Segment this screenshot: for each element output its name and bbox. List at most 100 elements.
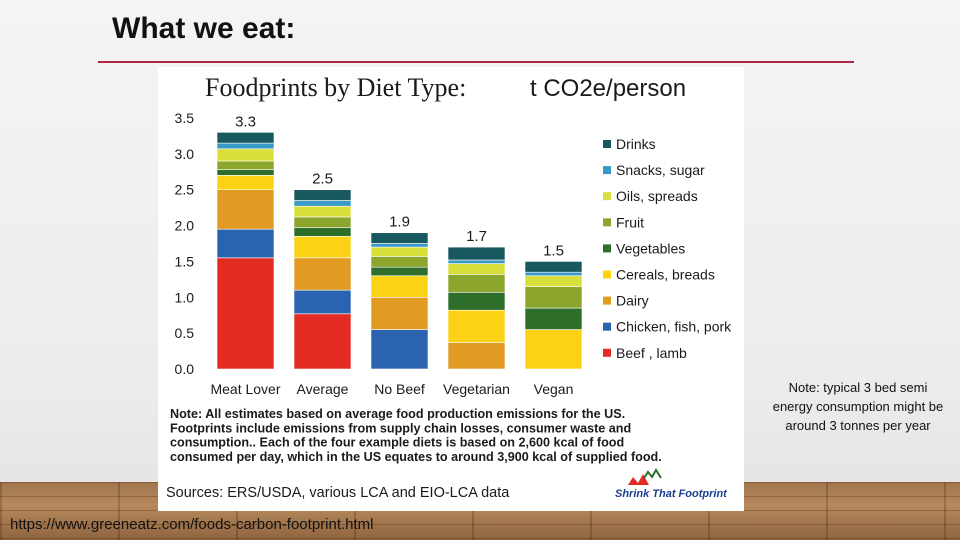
bar-segment-oils-spreads (293, 205, 352, 218)
legend-item-snacks-sugar: Snacks, sugar (603, 162, 705, 178)
bar-segment-snacks-sugar (293, 200, 352, 207)
bar-no-beef (370, 232, 429, 370)
legend-swatch (603, 244, 611, 253)
bar-segment-snacks-sugar (524, 271, 583, 277)
figure-note: Note: All estimates based on average foo… (170, 407, 662, 464)
note-line: Note: All estimates based on average foo… (170, 407, 625, 421)
y-tick-label: 3.5 (175, 110, 195, 126)
legend-label: Fruit (616, 214, 644, 230)
y-tick-label: 2.0 (175, 218, 195, 234)
slide-title: What we eat: (112, 12, 296, 45)
bar-segment-drinks (216, 132, 275, 144)
bar-segment-vegetables (447, 291, 506, 311)
bar-average (293, 189, 352, 370)
legend-swatch (603, 348, 611, 357)
legend-item-beef-lamb: Beef , lamb (603, 345, 687, 361)
legend-label: Oils, spreads (616, 188, 698, 204)
bar-segment-snacks-sugar (370, 243, 429, 248)
legend-swatch (603, 140, 611, 148)
y-tick-label: 2.5 (175, 182, 195, 198)
y-tick-label: 1.5 (175, 253, 195, 269)
legend-item-dairy: Dairy (603, 293, 649, 309)
legend-item-fruit: Fruit (603, 214, 644, 230)
bar-segment-snacks-sugar (216, 142, 275, 150)
bar-vegetarian (447, 246, 506, 370)
legend-item-drinks: Drinks (603, 136, 656, 152)
bar-segment-oils-spreads (447, 263, 506, 275)
bar-segment-cereals-breads (370, 275, 429, 298)
bar-total-label: 3.3 (235, 113, 256, 130)
chart-title-unit: t CO2e/person (530, 75, 686, 102)
bar-segment-vegetables (524, 307, 583, 330)
bar-segment-fruit (524, 286, 583, 309)
bar-segment-beef-lamb (216, 257, 275, 370)
legend-swatch (603, 192, 611, 201)
note-line: Footprints include emissions from supply… (170, 421, 631, 435)
legend-item-vegetables: Vegetables (603, 240, 685, 256)
bar-total-labels: 3.3 2.5 1.9 1.7 1.5 (235, 113, 564, 259)
chart-figure: Foodprints by Diet Type: t CO2e/person 0… (158, 67, 744, 511)
shrink-that-footprint-logo: Shrink That Footprint (615, 468, 728, 500)
y-tick-label: 3.0 (175, 146, 195, 162)
y-axis: 0.0 0.5 1.0 1.5 2.0 2.5 3.0 3.5 (175, 110, 195, 377)
bar-segment-drinks (370, 232, 429, 244)
stacked-bars (216, 132, 583, 370)
legend-swatch (603, 322, 611, 331)
bar-segment-cereals-breads (293, 236, 352, 259)
bar-segment-dairy (447, 342, 506, 370)
bar-segment-oils-spreads (370, 246, 429, 257)
y-tick-label: 0.0 (175, 361, 195, 377)
chart-title: Foodprints by Diet Type: (205, 73, 466, 102)
bar-total-label: 1.9 (389, 214, 410, 231)
legend-label: Dairy (616, 293, 649, 309)
bar-segment-dairy (293, 257, 352, 291)
legend-label: Beef , lamb (616, 345, 687, 361)
side-note: Note: typical 3 bed semi energy consumpt… (772, 380, 944, 433)
bar-meat-lover (216, 132, 275, 370)
bar-segment-vegetables (370, 266, 429, 277)
bar-segment-beef-lamb (293, 313, 352, 370)
bar-segment-fruit (216, 160, 275, 170)
bar-segment-fruit (447, 274, 506, 293)
x-tick-label: Average (297, 381, 349, 397)
bar-segment-drinks (293, 189, 352, 201)
x-tick-label: No Beef (374, 381, 425, 397)
bar-segment-chicken-fish-pork (370, 329, 429, 370)
bar-segment-oils-spreads (216, 148, 275, 162)
bar-segment-drinks (447, 246, 506, 261)
bar-total-label: 1.5 (543, 242, 564, 259)
legend-item-chicken-fish-pork: Chicken, fish, pork (603, 319, 732, 335)
logo-text: Shrink That Footprint (615, 488, 728, 500)
y-tick-label: 0.5 (175, 325, 195, 341)
bar-segment-vegetables (293, 227, 352, 237)
bar-segment-cereals-breads (524, 329, 583, 370)
note-line: consumed per day, which in the US equate… (170, 450, 662, 464)
sources-text: Sources: ERS/USDA, various LCA and EIO-L… (166, 485, 510, 501)
legend-label: Cereals, breads (616, 267, 715, 283)
bar-segment-cereals-breads (447, 309, 506, 343)
x-tick-label: Vegan (534, 381, 574, 397)
x-tick-label: Meat Lover (210, 381, 280, 397)
bar-segment-dairy (370, 296, 429, 330)
title-divider (98, 61, 854, 63)
legend-label: Chicken, fish, pork (616, 319, 732, 335)
bar-segment-fruit (293, 216, 352, 229)
legend-label: Snacks, sugar (616, 162, 705, 178)
legend-item-oils-spreads: Oils, spreads (603, 188, 698, 204)
x-tick-label: Vegetarian (443, 381, 510, 397)
note-line: consumption.. Each of the four example d… (170, 436, 624, 450)
bar-segment-cereals-breads (216, 175, 275, 191)
bar-segment-drinks (524, 261, 583, 273)
legend-swatch (603, 166, 611, 175)
legend-label: Drinks (616, 136, 656, 152)
y-tick-label: 1.0 (175, 289, 195, 305)
legend-swatch (603, 270, 611, 279)
source-url-link[interactable]: https://www.greeneatz.com/foods-carbon-f… (10, 516, 374, 533)
legend-label: Vegetables (616, 240, 685, 256)
bar-total-label: 2.5 (312, 171, 333, 188)
legend-swatch (603, 218, 611, 227)
logo-trees-icon (643, 468, 662, 479)
x-axis-labels: Meat Lover Average No Beef Vegetarian Vegan (210, 381, 573, 397)
bar-total-label: 1.7 (466, 228, 487, 245)
legend-item-cereals-breads: Cereals, breads (603, 267, 715, 283)
